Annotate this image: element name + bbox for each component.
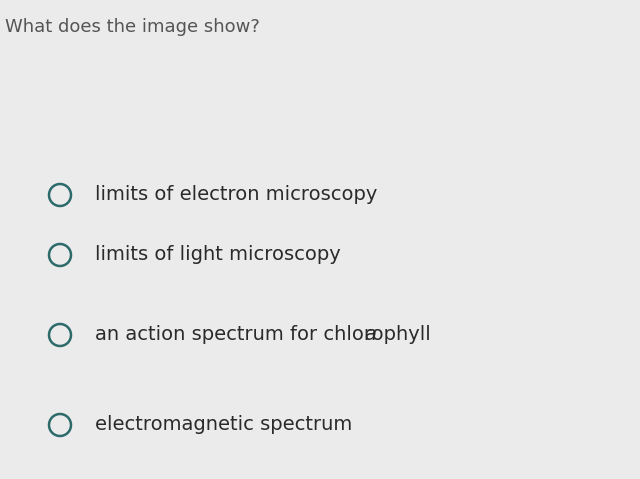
Text: limits of light microscopy: limits of light microscopy <box>95 246 340 264</box>
Text: limits of electron microscopy: limits of electron microscopy <box>95 185 378 205</box>
Text: an action spectrum for chlorophyll: an action spectrum for chlorophyll <box>95 326 437 344</box>
Text: What does the image show?: What does the image show? <box>5 18 260 36</box>
Text: a: a <box>365 326 376 344</box>
Text: electromagnetic spectrum: electromagnetic spectrum <box>95 415 352 434</box>
